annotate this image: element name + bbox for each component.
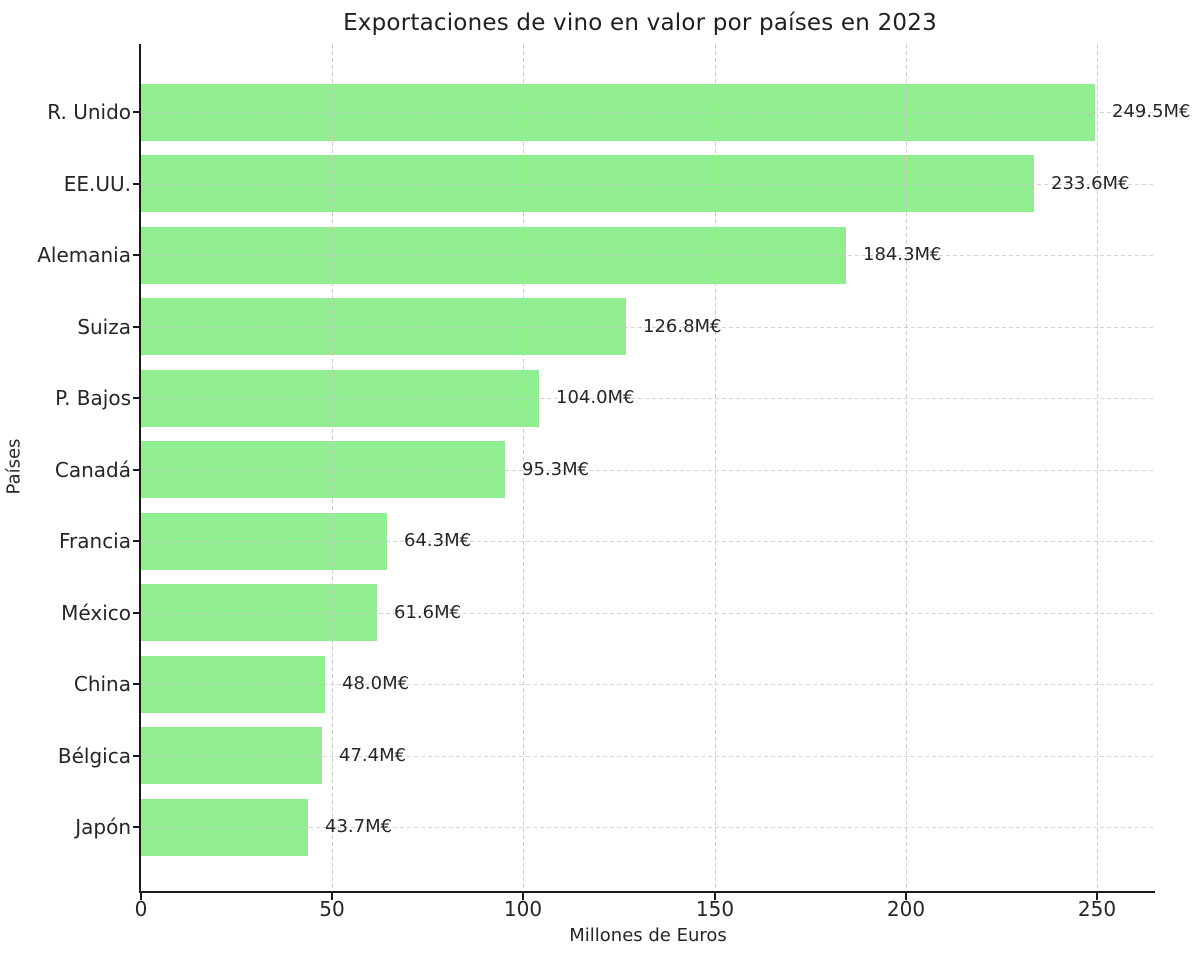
- bar-value-label: 47.4M€: [339, 744, 407, 766]
- y-tick-label: Canadá: [54, 457, 131, 482]
- bar-value-label: 48.0M€: [342, 673, 410, 694]
- gridline: [715, 44, 716, 891]
- y-tick-mark: [133, 397, 141, 399]
- bar-value-label: 249.5M€: [1112, 101, 1191, 122]
- y-tick-mark: [133, 111, 141, 113]
- y-tick-mark: [133, 254, 141, 256]
- y-tick-mark: [133, 468, 141, 471]
- x-tick-label: 50: [319, 897, 345, 921]
- x-tick-mark: [522, 893, 524, 900]
- bar-value-label: 95.3M€: [522, 458, 590, 480]
- gridline: [141, 541, 1155, 542]
- bar-value-label: 61.6M€: [394, 601, 462, 623]
- x-tick-mark: [331, 893, 333, 900]
- y-tick-label: Alemania: [37, 243, 131, 267]
- y-tick-label: EE.UU.: [63, 171, 131, 196]
- x-tick-label: 0: [134, 897, 148, 921]
- y-tick-mark: [133, 325, 141, 328]
- gridline: [141, 612, 1155, 614]
- y-tick-mark: [133, 611, 141, 614]
- gridline: [141, 112, 1155, 113]
- y-tick-mark: [133, 826, 141, 828]
- x-tick-mark: [1096, 893, 1098, 900]
- bar-value-label: 184.3M€: [863, 244, 942, 265]
- gridline: [141, 326, 1155, 328]
- bar-value-label: 233.6M€: [1051, 172, 1130, 194]
- y-tick-mark: [133, 683, 141, 685]
- y-tick-mark: [133, 182, 141, 185]
- gridline: [1097, 44, 1098, 891]
- bar-value-label: 64.3M€: [404, 530, 472, 551]
- y-tick-label: Japón: [75, 815, 131, 839]
- y-tick-label: Francia: [58, 529, 131, 553]
- x-tick-mark: [905, 893, 907, 900]
- bar-value-label: 126.8M€: [643, 315, 722, 337]
- x-axis-label: Millones de Euros: [569, 925, 727, 946]
- x-tick-mark: [714, 893, 716, 900]
- gridline: [141, 827, 1155, 828]
- x-tick-mark: [140, 893, 142, 900]
- y-tick-mark: [133, 540, 141, 542]
- x-tick-label: 200: [886, 897, 926, 921]
- y-axis-label: Países: [3, 438, 25, 495]
- x-tick-label: 150: [695, 897, 735, 921]
- y-tick-label: México: [61, 600, 131, 625]
- gridline: [141, 469, 1155, 471]
- gridline: [141, 255, 1155, 256]
- y-tick-label: R. Unido: [47, 100, 131, 124]
- plot-area: 249.5M€ 233.6M€ 184.3M€ 126.8M€ 104.0M€ 95.3M…: [133, 44, 1191, 900]
- y-tick-label: Suiza: [77, 314, 131, 339]
- chart-title: Exportaciones de vino en valor por paíse…: [343, 10, 937, 36]
- gridline: [906, 44, 907, 891]
- x-tick-label: 100: [503, 897, 543, 921]
- x-tick-label: 250: [1077, 897, 1117, 921]
- gridline: [523, 44, 524, 891]
- bar-value-label: 43.7M€: [325, 816, 393, 837]
- gridline: [141, 183, 1155, 185]
- gridline: [141, 684, 1155, 685]
- gridline: [141, 755, 1155, 757]
- gridline: [141, 398, 1155, 399]
- y-tick-label: Bélgica: [57, 743, 131, 768]
- y-tick-label: P. Bajos: [55, 386, 131, 410]
- gridline: [332, 44, 333, 891]
- bar-value-label: 104.0M€: [556, 387, 635, 408]
- y-tick-label: China: [73, 672, 131, 696]
- y-tick-mark: [133, 754, 141, 757]
